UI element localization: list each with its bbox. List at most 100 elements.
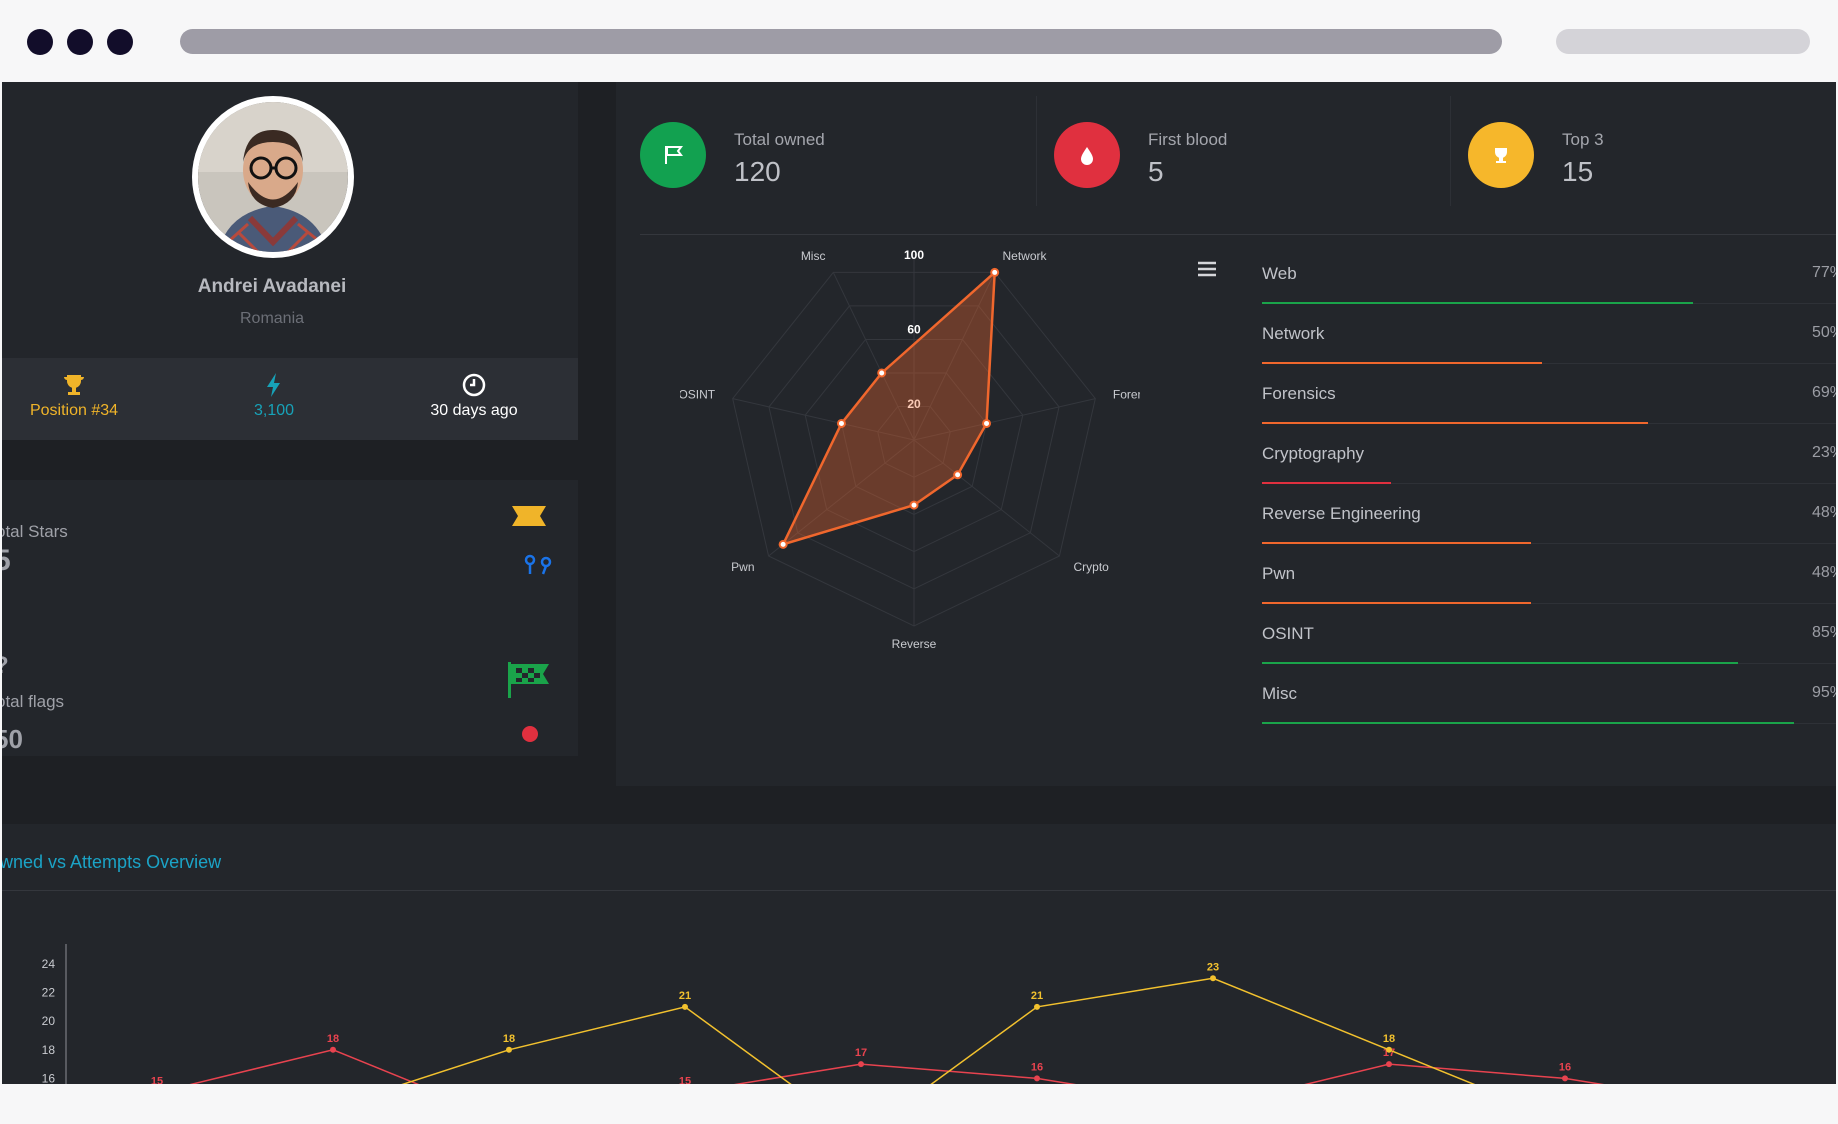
category-row[interactable]: Pwn 48%: [1262, 548, 1836, 604]
category-progress-bar: [1262, 662, 1738, 664]
radar-axis-label: Pwn: [731, 560, 754, 574]
radar-tick-label: 100: [904, 250, 924, 262]
line-data-label: 17: [1383, 1047, 1395, 1059]
dashboard-viewport: Andrei Avadanei Romania Position #34 3,1…: [2, 82, 1836, 1084]
line-data-label: 23: [1207, 961, 1219, 973]
category-name: Cryptography: [1262, 444, 1365, 463]
avatar-ring: [192, 96, 354, 258]
radar-axis-label: Forensics: [1113, 388, 1140, 402]
line-data-point: [1034, 1003, 1040, 1010]
total-flags-card: ? otal flags 50: [2, 638, 578, 756]
blood-drop-icon: [1054, 122, 1120, 188]
top3-value: 15: [1562, 156, 1594, 187]
radar-grid-ring: [768, 305, 1060, 590]
red-badge-icon: [522, 726, 538, 742]
category-name: Network: [1262, 324, 1325, 343]
radar-series-area: [780, 269, 997, 547]
category-name: Web: [1262, 264, 1297, 283]
category-row[interactable]: Web 77%: [1262, 248, 1836, 304]
ribbon-icon: [512, 504, 546, 533]
chart-divider: [2, 890, 1836, 891]
line-data-point: [1034, 1075, 1040, 1082]
address-bar[interactable]: [180, 29, 1502, 54]
line-data-label: 17: [855, 1047, 867, 1059]
line-data-label: 15: [679, 1076, 691, 1084]
trophy-icon: [1468, 122, 1534, 188]
radar-spoke: [832, 272, 915, 441]
radar-data-point: [953, 470, 963, 480]
y-tick-label: 18: [42, 1043, 56, 1057]
radar-axis-label: Misc: [801, 250, 826, 263]
line-series: [189, 1049, 1605, 1084]
y-tick-label: 22: [42, 986, 56, 1000]
radar-data-point: [836, 418, 846, 428]
line-data-point: [1562, 1075, 1568, 1082]
category-row[interactable]: Misc 95%: [1262, 668, 1836, 724]
avatar[interactable]: [198, 102, 348, 252]
window-close-dot[interactable]: [27, 29, 53, 55]
radar-grid-ring: [804, 338, 1024, 553]
total-stars-title: otal Stars: [2, 522, 68, 541]
line-data-point: [682, 1003, 688, 1010]
stat-divider: [1036, 96, 1037, 206]
category-name: Reverse Engineering: [1262, 504, 1421, 523]
category-name: Pwn: [1262, 564, 1296, 583]
clock-icon: [374, 372, 574, 398]
line-data-label: 21: [679, 990, 691, 1002]
line-chart: 1416182022241518131517161417161414182112…: [42, 944, 1605, 1084]
top3-title: Top 3: [1562, 130, 1604, 149]
category-percent: 69%: [1812, 384, 1836, 401]
last-active-stat[interactable]: 30 days ago: [374, 372, 574, 420]
line-data-point: [506, 1046, 512, 1053]
points-label: 3,100: [253, 402, 295, 419]
profile-country: Romania: [239, 310, 305, 327]
total-owned-value: 120: [734, 156, 781, 187]
toolbar-pill[interactable]: [1556, 29, 1810, 54]
radar-data-point: [877, 368, 887, 378]
category-row[interactable]: Network 50%: [1262, 308, 1836, 364]
category-progress-bar: [1262, 302, 1694, 304]
category-percent: 23%: [1812, 444, 1836, 461]
line-series: [401, 977, 1476, 1084]
radar-data-point: [982, 418, 992, 428]
radar-data-point: [990, 267, 1000, 277]
stats-divider: [640, 234, 1836, 235]
radar-tick-label: 20: [907, 397, 921, 411]
last-active-label: 30 days ago: [430, 402, 518, 419]
line-data-label: 21: [1031, 990, 1043, 1002]
radar-data-point: [909, 500, 919, 510]
rank-label: Position #34: [29, 402, 119, 419]
category-progress-bar: [1262, 722, 1794, 724]
radar-axis-label: Reverse: [892, 637, 937, 651]
radar-data-point: [778, 539, 788, 549]
line-data-point: [1210, 975, 1216, 982]
window-maximize-dot[interactable]: [107, 29, 133, 55]
category-row[interactable]: Forensics 69%: [1262, 368, 1836, 424]
category-name: Forensics: [1262, 384, 1336, 403]
radar-spoke: [768, 439, 915, 557]
total-stars-card: otal Stars 5: [2, 480, 578, 598]
category-percent: 95%: [1812, 684, 1836, 701]
total-flags-title: otal flags: [2, 692, 65, 711]
first-blood-value: 5: [1148, 156, 1164, 187]
category-row[interactable]: Reverse Engineering 48%: [1262, 488, 1836, 544]
category-name: Misc: [1262, 684, 1297, 703]
line-chart-title: Owned vs Attempts Overview: [2, 852, 222, 872]
checkered-flag-icon: [506, 660, 552, 703]
radar-tick-label: 60: [907, 322, 921, 336]
radar-spoke: [732, 398, 915, 441]
window-minimize-dot[interactable]: [67, 29, 93, 55]
category-row[interactable]: OSINT 85%: [1262, 608, 1836, 664]
total-owned-title: Total owned: [734, 130, 825, 149]
category-percent: 77%: [1812, 264, 1836, 281]
points-stat[interactable]: 3,100: [174, 372, 374, 420]
category-progress-bar: [1262, 422, 1649, 424]
category-row[interactable]: Cryptography 23%: [1262, 428, 1836, 484]
line-data-point: [858, 1061, 864, 1068]
radar-axis-label: Network: [1003, 250, 1048, 263]
rank-stat[interactable]: Position #34: [2, 372, 174, 420]
y-tick-label: 16: [42, 1071, 56, 1084]
radar-spoke: [913, 398, 1096, 441]
total-stars-value: 5: [2, 544, 11, 577]
hamburger-menu-icon[interactable]: [1196, 260, 1218, 283]
